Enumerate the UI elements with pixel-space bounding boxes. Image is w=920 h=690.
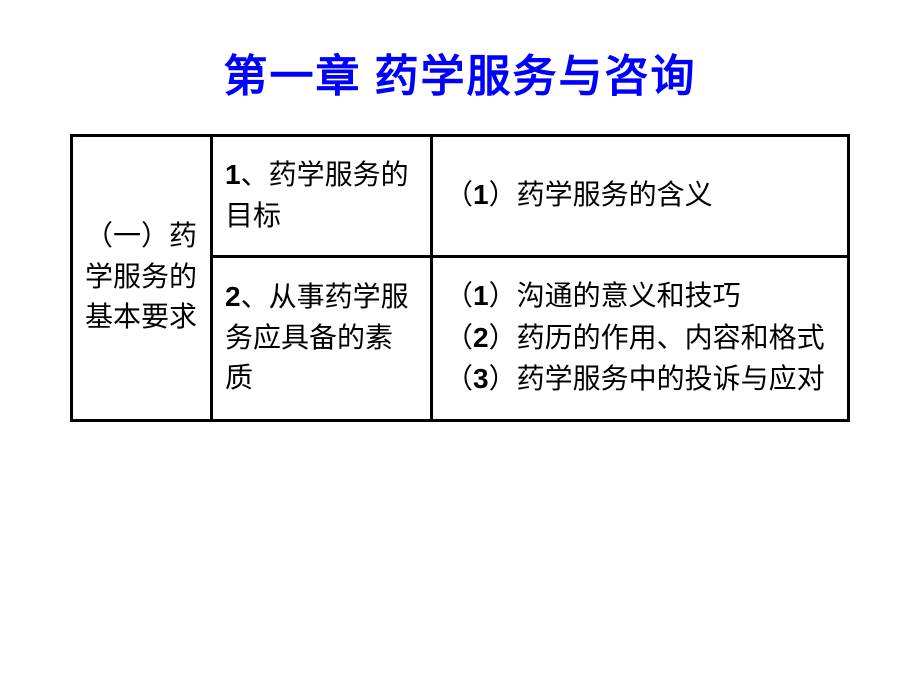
detail-line: （2）药历的作用、内容和格式 bbox=[445, 318, 835, 360]
item-number: 2 bbox=[473, 322, 489, 353]
subsection-cell: 2、从事药学服务应具备的素质 bbox=[212, 257, 432, 421]
item-number: 1 bbox=[225, 159, 241, 190]
paren-open: （ bbox=[445, 281, 473, 312]
item-number: 3 bbox=[473, 363, 489, 394]
subsection-cell: 1、药学服务的目标 bbox=[212, 136, 432, 257]
detail-cell: （1）药学服务的含义 bbox=[432, 136, 849, 257]
item-number: 1 bbox=[473, 179, 489, 210]
table-row: （一）药学服务的基本要求 1、药学服务的目标 （1）药学服务的含义 bbox=[72, 136, 849, 257]
detail-line: （1）沟通的意义和技巧 bbox=[445, 276, 835, 318]
item-text: ）沟通的意义和技巧 bbox=[489, 281, 741, 312]
item-text: ）药学服务的含义 bbox=[489, 180, 713, 211]
section-cell: （一）药学服务的基本要求 bbox=[72, 136, 212, 421]
detail-line: （3）药学服务中的投诉与应对 bbox=[445, 359, 835, 401]
content-table-wrapper: （一）药学服务的基本要求 1、药学服务的目标 （1）药学服务的含义 2、从事药学… bbox=[70, 134, 850, 422]
paren-open: （ bbox=[445, 323, 473, 354]
item-number: 1 bbox=[473, 280, 489, 311]
paren-open: （ bbox=[445, 180, 473, 211]
detail-cell: （1）沟通的意义和技巧 （2）药历的作用、内容和格式 （3）药学服务中的投诉与应… bbox=[432, 257, 849, 421]
item-text: ）药历的作用、内容和格式 bbox=[489, 323, 825, 354]
item-text: 、从事药学服务应具备的素质 bbox=[225, 282, 409, 394]
paren-open: （ bbox=[445, 364, 473, 395]
page-title: 第一章 药学服务与咨询 bbox=[0, 0, 920, 134]
item-number: 2 bbox=[225, 281, 241, 312]
content-table: （一）药学服务的基本要求 1、药学服务的目标 （1）药学服务的含义 2、从事药学… bbox=[70, 134, 850, 422]
item-text: ）药学服务中的投诉与应对 bbox=[489, 364, 825, 395]
item-text: 、药学服务的目标 bbox=[225, 160, 409, 232]
